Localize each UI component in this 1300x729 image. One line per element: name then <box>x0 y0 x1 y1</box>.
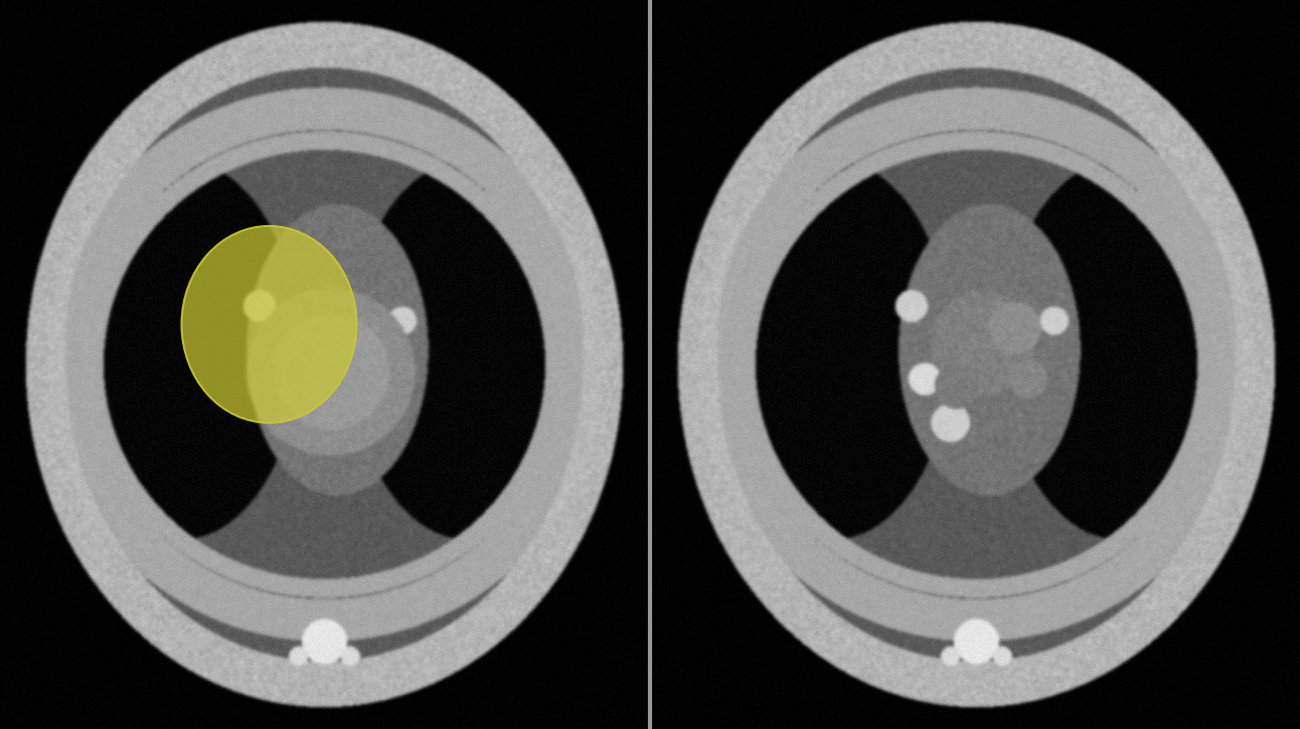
Circle shape <box>182 226 356 423</box>
